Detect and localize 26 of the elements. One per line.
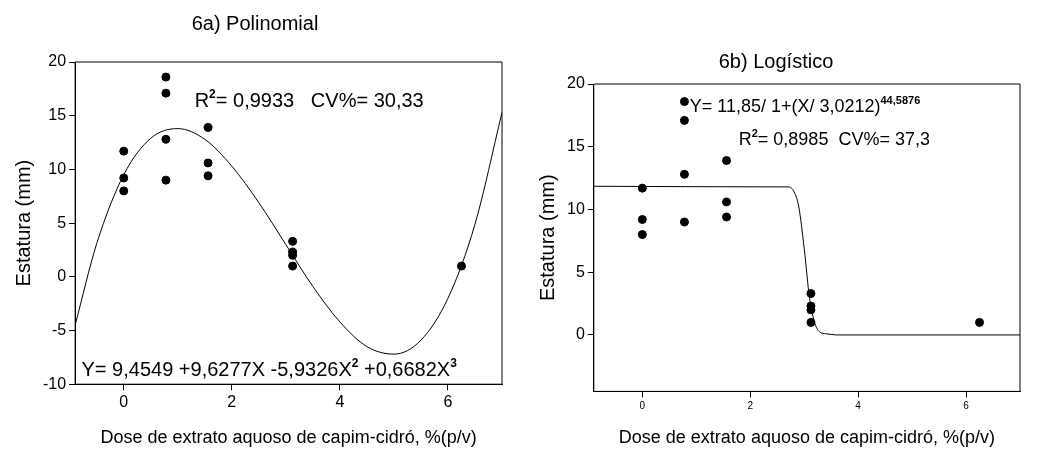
y-tick-label: 15 xyxy=(48,106,67,124)
y-tick-label: 5 xyxy=(575,262,585,280)
chart-title: 6a) Polinomial xyxy=(191,11,319,34)
y-tick-label: 0 xyxy=(575,325,585,343)
y-tick-label: -5 xyxy=(51,320,67,338)
y-axis-title: Estatura (mm) xyxy=(535,174,558,302)
y-tick-label: 20 xyxy=(567,74,585,92)
y-tick-label: 5 xyxy=(57,213,67,231)
y-tick-label: -10 xyxy=(43,374,67,392)
chart-title: 6b) Logístico xyxy=(718,49,834,72)
x-tick-label: 0 xyxy=(119,393,129,411)
y-axis-title: Estatura (mm) xyxy=(11,159,34,287)
x-tick-label: 4 xyxy=(335,393,345,411)
x-tick-label: 0 xyxy=(639,400,646,412)
x-tick-label: 6 xyxy=(443,393,453,411)
x-tick-label: 2 xyxy=(227,393,237,411)
y-tick-label: 10 xyxy=(48,159,67,177)
x-axis-title: Dose de extrato aquoso de capim-cidró, %(p/v) xyxy=(618,427,995,448)
y-tick-label: 20 xyxy=(48,52,67,70)
y-tick-label: 15 xyxy=(567,137,585,155)
y-tick-label: 10 xyxy=(567,199,585,217)
x-tick-label: 6 xyxy=(963,400,970,412)
x-axis-title: Dose de extrato aquoso de capim-cidró, %(p/v) xyxy=(100,427,477,448)
x-tick-label: 2 xyxy=(747,400,754,412)
y-tick-label: 0 xyxy=(57,267,67,285)
x-tick-label: 4 xyxy=(855,400,862,412)
